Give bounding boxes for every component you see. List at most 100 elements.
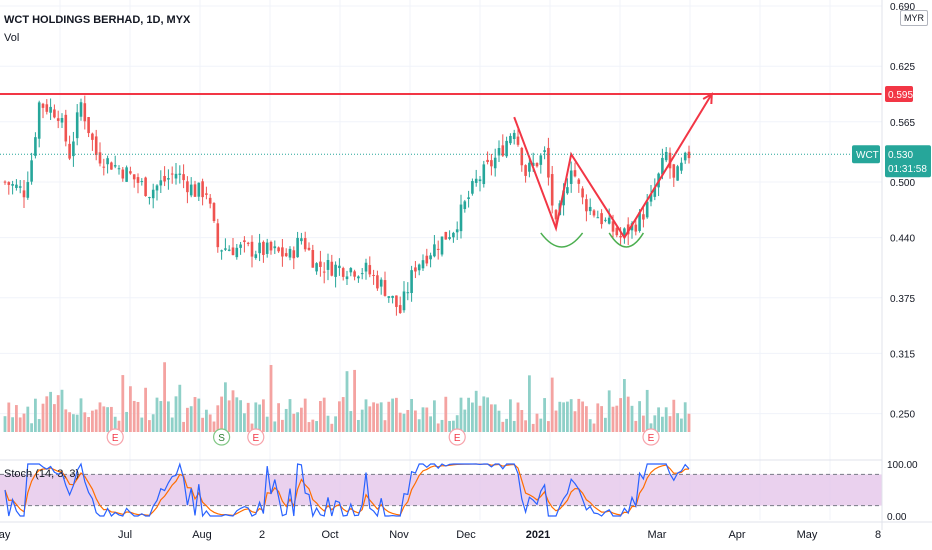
candle xyxy=(638,212,641,231)
candle xyxy=(398,305,402,314)
candle xyxy=(600,213,603,225)
candle xyxy=(661,157,664,175)
time-tick-label: Aug xyxy=(192,529,212,541)
candle xyxy=(26,182,30,198)
volume-bar xyxy=(425,407,429,432)
stoch-d-line xyxy=(4,463,690,517)
volume-bar xyxy=(505,418,508,432)
candle xyxy=(288,248,292,258)
volume-bar xyxy=(569,399,573,432)
price-tick-label: 0.690 xyxy=(890,2,915,13)
candle xyxy=(284,253,288,257)
time-tick-label: 2 xyxy=(259,529,265,541)
time-tick-label: May xyxy=(0,529,11,541)
candle xyxy=(197,182,201,197)
volume-bar xyxy=(265,416,269,432)
volume-bar xyxy=(357,419,360,432)
volume-bar xyxy=(60,389,64,432)
candle xyxy=(235,247,239,258)
candle xyxy=(642,214,645,220)
candle xyxy=(37,102,41,139)
candle xyxy=(429,255,432,260)
time-axis[interactable]: May Jul Aug 2 Oct Nov Dec 2021 Mar Apr May 8 xyxy=(0,521,932,541)
volume-bar xyxy=(121,375,125,432)
stoch-label: Stoch (14, 3, 3) xyxy=(4,468,79,480)
stoch-pane: Stoch (14, 3, 3) xyxy=(0,459,882,518)
volume-bar xyxy=(368,406,372,432)
volume-bar xyxy=(482,396,486,432)
volume-bar xyxy=(364,399,368,432)
earnings-marker-label: E xyxy=(454,433,461,444)
earnings-marker-label: E xyxy=(112,433,119,444)
candle xyxy=(220,250,223,252)
volume-bar xyxy=(34,398,37,432)
volume-bar xyxy=(379,402,383,432)
candle xyxy=(136,177,140,183)
drawings[interactable] xyxy=(0,92,882,248)
volume-bar xyxy=(311,419,315,432)
candle xyxy=(653,187,657,197)
time-tick-label: Apr xyxy=(728,529,745,541)
candle xyxy=(163,175,166,182)
resistance-price-badge xyxy=(885,86,913,102)
candle xyxy=(22,190,26,198)
volume-bar xyxy=(653,415,657,432)
last-price-symbol: WCT xyxy=(856,150,879,161)
candle xyxy=(414,267,417,272)
candle xyxy=(592,210,596,216)
volume-bar xyxy=(402,413,406,432)
candle xyxy=(349,268,353,273)
volume-bar xyxy=(330,423,334,432)
candle xyxy=(512,132,516,140)
earnings-marker-label: E xyxy=(252,433,259,444)
candle xyxy=(493,157,497,169)
resistance-price-label: 0.595 xyxy=(888,90,913,101)
candle xyxy=(634,224,638,232)
candle xyxy=(231,247,235,256)
volume-bar xyxy=(520,410,524,432)
price-axis[interactable]: 0.690 0.625 0.565 0.500 0.440 0.375 0.315 0.250… xyxy=(852,0,931,530)
candle xyxy=(383,280,387,296)
volume-bar xyxy=(642,415,645,432)
candle xyxy=(368,265,372,275)
candle xyxy=(440,236,444,255)
split-marker-label: S xyxy=(218,433,225,444)
volume-bar xyxy=(501,421,505,432)
candle xyxy=(497,147,501,156)
time-tick-label: 8 xyxy=(875,529,881,541)
candle xyxy=(7,182,11,185)
candle xyxy=(102,166,106,168)
volume-bar xyxy=(197,398,201,432)
volume-bar xyxy=(186,407,189,432)
volume-bar xyxy=(528,375,531,432)
volume-bar xyxy=(148,420,151,432)
volume-bar xyxy=(41,403,45,432)
candle xyxy=(619,235,622,238)
candle xyxy=(577,179,581,184)
volume-bar xyxy=(444,396,448,432)
volume-bar xyxy=(26,406,30,432)
price-pane[interactable] xyxy=(3,95,691,316)
volume-bar xyxy=(246,402,250,432)
symbol-title[interactable]: WCT HOLDINGS BERHAD, 1D, MYX xyxy=(4,14,191,26)
volume-bar xyxy=(53,404,56,432)
volume-bar xyxy=(182,421,185,432)
volume-bar xyxy=(193,397,197,432)
currency-badge[interactable]: MYR xyxy=(900,10,928,26)
markers[interactable]: E E E ES xyxy=(106,428,660,446)
candle xyxy=(387,296,391,298)
volume-bar xyxy=(383,420,387,432)
candle xyxy=(569,170,573,184)
candle xyxy=(45,104,49,112)
candle xyxy=(516,136,520,145)
volume-bar xyxy=(338,401,341,432)
volume-bar xyxy=(243,413,246,432)
candle xyxy=(573,170,577,177)
candle xyxy=(87,117,90,134)
volume-bar xyxy=(474,390,478,432)
candle xyxy=(300,238,303,242)
volume-bar xyxy=(151,414,155,432)
candle xyxy=(581,188,584,198)
volume-bar xyxy=(638,401,641,432)
